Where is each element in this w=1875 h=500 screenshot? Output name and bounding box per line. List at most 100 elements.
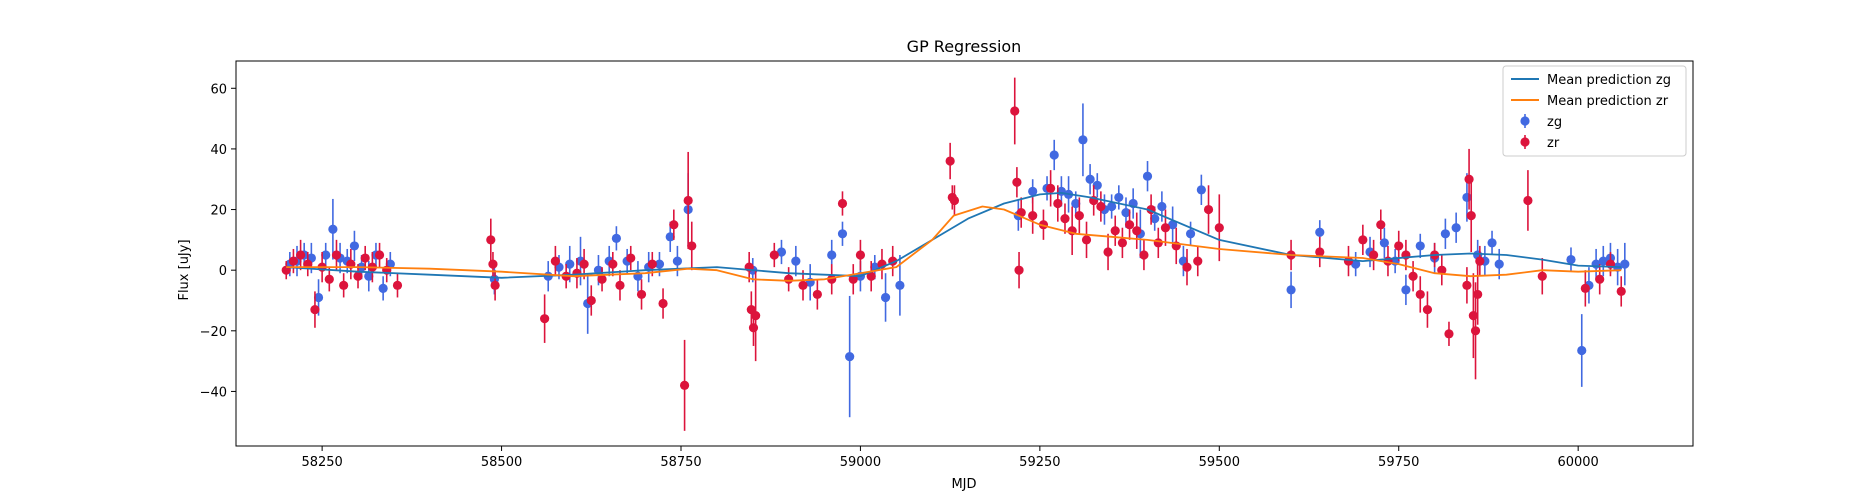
zr-point <box>683 195 693 206</box>
zr-point <box>626 253 636 263</box>
zg-point <box>364 271 374 281</box>
zr-point <box>1046 183 1056 193</box>
zr-point <box>784 274 794 284</box>
zr-point <box>751 311 761 321</box>
zr-point <box>1470 326 1481 336</box>
x-tick-label: 60000 <box>1557 455 1598 470</box>
zg-point <box>1049 150 1059 160</box>
zg-point <box>1168 220 1178 230</box>
zr-point <box>331 250 342 260</box>
legend-entry: Mean prediction zr <box>1511 94 1669 109</box>
zr-point <box>848 274 858 284</box>
zr-point <box>550 256 560 266</box>
zr-point <box>1315 247 1325 257</box>
zr-point <box>295 250 306 260</box>
zr-point <box>1103 247 1113 257</box>
x-axis-label: MJD <box>951 477 976 492</box>
zr-point <box>1394 241 1404 251</box>
zr-point <box>949 195 960 206</box>
zr-point <box>1616 286 1626 296</box>
zg-point <box>1185 229 1196 239</box>
zr-point <box>1124 220 1135 230</box>
zr-point <box>339 280 349 290</box>
zg-point <box>1028 186 1038 196</box>
zr-point <box>288 256 299 266</box>
zr-point <box>615 280 625 290</box>
zr-point <box>310 304 320 315</box>
y-tick-label: 60 <box>210 82 227 97</box>
zr-point <box>1468 311 1478 321</box>
zg-point <box>313 292 324 303</box>
zg-point <box>1462 192 1472 203</box>
zr-point <box>1153 238 1163 248</box>
zr-point <box>1132 226 1142 236</box>
y-tick-label: 20 <box>210 204 227 219</box>
zr-point <box>488 259 498 269</box>
zg-point <box>1494 259 1504 269</box>
zr-point <box>1139 250 1149 260</box>
zg-point <box>1379 238 1389 248</box>
zg-point <box>378 283 388 293</box>
x-tick-label: 58250 <box>301 455 342 470</box>
y-axis-label: Flux [uJy] <box>177 239 192 300</box>
chart-title: GP Regression <box>907 37 1022 56</box>
line-mean-prediction-zr <box>286 205 1622 282</box>
zr-point <box>669 220 679 230</box>
zg-point <box>665 232 675 242</box>
x-tick-label: 59250 <box>1019 455 1060 470</box>
zr-point <box>769 250 779 260</box>
axes: 58250 58500 58750 59000 59250 59500 59750 60000… <box>200 60 1694 470</box>
zg-point <box>1092 180 1102 190</box>
zr-point <box>1028 211 1038 221</box>
zr-point <box>1464 174 1474 184</box>
zr-point <box>1074 211 1084 221</box>
zr-point <box>1014 265 1024 275</box>
zr-point <box>486 235 496 245</box>
zg-point <box>1121 207 1131 218</box>
zg-point <box>1114 192 1124 203</box>
zg-point <box>1440 229 1450 239</box>
zr-point <box>812 289 822 300</box>
x-tick-label: 59750 <box>1378 455 1419 470</box>
zg-point <box>827 250 837 260</box>
zg-point <box>321 250 331 260</box>
y-tick-label: 40 <box>210 143 227 158</box>
zg-point <box>565 259 575 269</box>
legend-entry: zr <box>1520 135 1560 151</box>
zr-point <box>1160 223 1171 233</box>
zg-point <box>776 247 787 257</box>
zr-point <box>353 271 363 281</box>
zr-point <box>1437 265 1447 275</box>
zr-point <box>1376 220 1386 230</box>
zg-point <box>1150 214 1160 224</box>
zg-point <box>349 241 360 251</box>
zr-point <box>1523 195 1533 206</box>
legend-label: zr <box>1547 136 1560 151</box>
zg-point <box>1157 201 1167 212</box>
zg-point <box>1071 198 1081 209</box>
zr-point <box>597 274 607 284</box>
zr-point <box>324 274 334 284</box>
zg-point <box>837 229 848 239</box>
zr-point <box>392 280 403 290</box>
line-mean-prediction-zg <box>286 192 1622 279</box>
legend-marker-swatch <box>1520 116 1530 126</box>
zg-point <box>654 259 665 269</box>
zr-point <box>1182 262 1192 272</box>
y-tick-label: −20 <box>200 325 227 340</box>
zr-point <box>687 241 697 251</box>
zg-point <box>1577 345 1587 356</box>
zr-point <box>855 250 866 260</box>
zg-point <box>1085 174 1095 184</box>
zg-point <box>880 292 891 303</box>
zr-point <box>1193 256 1203 266</box>
zg-point <box>1142 171 1153 181</box>
plot-area <box>281 77 1630 431</box>
zg-point <box>895 280 905 290</box>
zr-point <box>1369 250 1379 260</box>
zr-point <box>945 156 955 166</box>
plot-frame <box>235 60 1694 447</box>
zr-point <box>1595 274 1605 284</box>
